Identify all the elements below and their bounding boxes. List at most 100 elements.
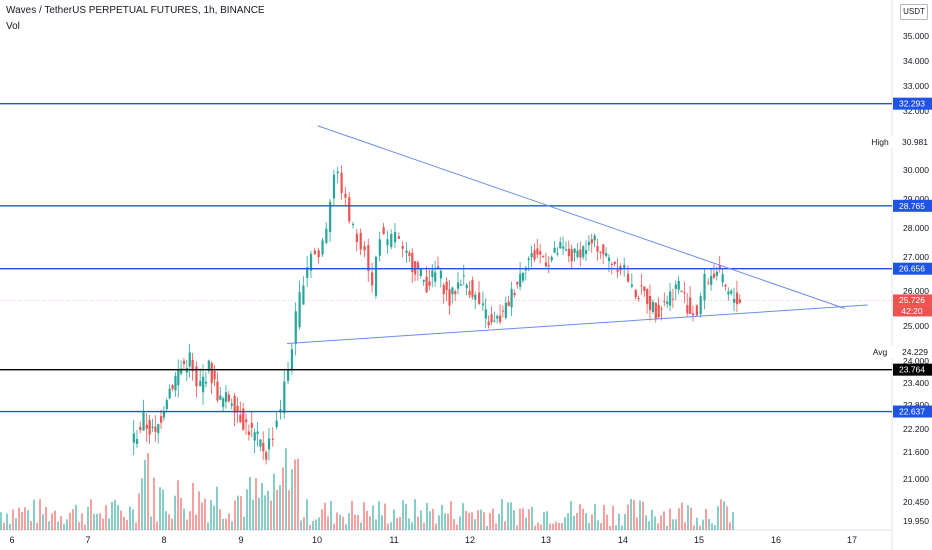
candle-body xyxy=(613,261,616,265)
volume-bar xyxy=(456,524,458,530)
volume-bar xyxy=(579,504,581,530)
price-axis[interactable] xyxy=(892,0,932,550)
candle-body xyxy=(275,420,278,428)
volume-bar xyxy=(402,500,404,530)
candle-body xyxy=(174,375,177,391)
candle-body xyxy=(510,288,513,308)
candle-body xyxy=(533,250,536,260)
trendline[interactable] xyxy=(317,125,845,309)
candle-body xyxy=(579,249,582,258)
y-tick-label: 28.000 xyxy=(903,223,929,233)
volume-bar xyxy=(69,512,71,530)
volume-bar xyxy=(678,508,680,530)
candle-body xyxy=(646,289,649,305)
volume-bar xyxy=(624,513,626,530)
volume-bar xyxy=(669,508,671,530)
marker-label: Avg xyxy=(873,347,888,357)
volume-bar xyxy=(219,509,221,530)
volume-bar xyxy=(54,510,56,530)
candle-body xyxy=(616,269,619,272)
volume-bar xyxy=(72,509,74,530)
candle-body xyxy=(562,246,565,249)
candle-body xyxy=(666,301,669,305)
volume-bar xyxy=(168,514,170,530)
candle-body xyxy=(519,273,522,287)
candle-body xyxy=(521,273,525,281)
marker-box xyxy=(868,136,932,148)
y-tick-label: 25.000 xyxy=(903,321,929,331)
currency-unit-button[interactable]: USDT xyxy=(900,4,928,20)
candle-body xyxy=(738,299,741,303)
volume-bar xyxy=(567,513,569,530)
candle-body xyxy=(582,246,585,258)
candle-body xyxy=(157,424,160,434)
volume-bar xyxy=(549,523,551,530)
candle-body xyxy=(245,419,248,423)
candle-body xyxy=(233,395,236,413)
candle-body xyxy=(471,280,474,298)
volume-bar xyxy=(120,510,122,530)
volume-bar xyxy=(264,495,266,530)
trendline[interactable] xyxy=(287,304,868,344)
volume-bar xyxy=(672,519,674,530)
candle-body xyxy=(640,285,643,287)
volume-bar xyxy=(600,523,602,530)
candle-body xyxy=(332,174,336,199)
volume-bar xyxy=(321,509,323,530)
volume-bar xyxy=(711,523,713,530)
volume-bar xyxy=(213,505,215,530)
x-tick-label: 9 xyxy=(238,535,243,545)
candle-body xyxy=(504,302,507,318)
volume-bar xyxy=(210,500,212,530)
volume-bar xyxy=(165,511,167,530)
volume-bar xyxy=(276,489,278,530)
volume-bar xyxy=(618,513,620,530)
candle-body xyxy=(710,275,713,285)
volume-bar xyxy=(381,515,383,530)
x-tick-label: 12 xyxy=(465,535,475,545)
volume-bar xyxy=(393,509,395,530)
candle-body xyxy=(721,274,724,283)
candle-body xyxy=(313,250,316,255)
candle-body xyxy=(516,281,519,285)
volume-bar xyxy=(261,483,263,530)
candle-body xyxy=(145,424,148,429)
y-tick-label: 23.400 xyxy=(903,378,929,388)
candle-body xyxy=(160,416,163,423)
volume-bar xyxy=(420,510,422,530)
volume-bar xyxy=(96,513,98,530)
volume-bar xyxy=(192,482,194,530)
candle-body xyxy=(378,239,381,256)
candle-body xyxy=(371,272,374,286)
candle-body xyxy=(496,315,499,319)
volume-bar xyxy=(564,517,566,530)
y-tick-label: 33.000 xyxy=(903,81,929,91)
volume-bar xyxy=(399,517,401,530)
candle-body xyxy=(434,272,437,282)
candle-body xyxy=(202,376,205,393)
candle-body xyxy=(431,270,434,278)
level-price-tag xyxy=(893,405,932,418)
volume-bar xyxy=(87,506,89,530)
candle-body xyxy=(359,232,362,250)
volume-bar xyxy=(225,518,227,530)
volume-bar xyxy=(696,517,698,530)
volume-bar xyxy=(708,518,710,530)
candle-body xyxy=(553,247,556,253)
volume-bar xyxy=(252,499,254,530)
candle-body xyxy=(513,292,516,296)
volume-bar xyxy=(114,500,116,530)
volume-bar xyxy=(717,506,719,530)
volume-bar xyxy=(609,525,611,530)
candle-body xyxy=(367,245,370,271)
level-price-tag xyxy=(893,199,932,212)
volume-bar xyxy=(459,516,461,530)
candle-body xyxy=(683,292,686,294)
y-tick-label: 34.000 xyxy=(903,56,929,66)
candle-body xyxy=(154,426,157,432)
volume-bar xyxy=(486,525,488,530)
volume-bar xyxy=(105,505,107,530)
candle-body xyxy=(660,308,663,310)
candle-body xyxy=(262,442,265,452)
